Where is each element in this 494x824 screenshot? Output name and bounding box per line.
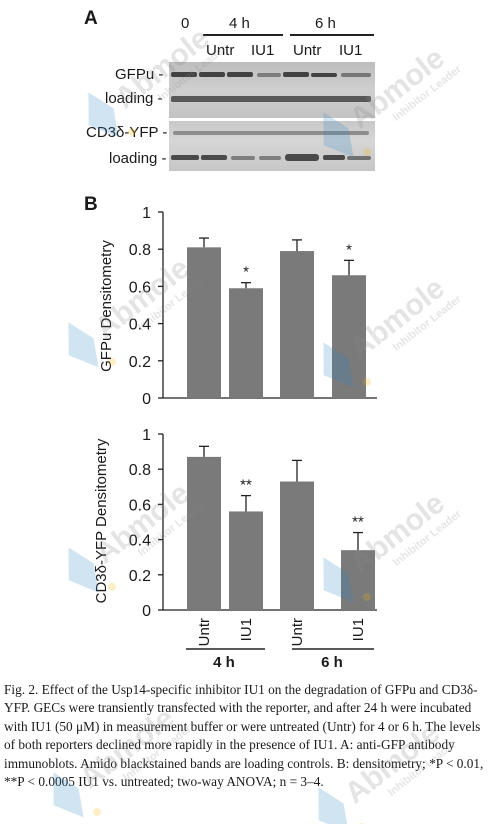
x-category-label: Untr: [196, 618, 213, 646]
watermark-dot-icon: [93, 807, 102, 816]
row-label-gfpu: GFPu -: [115, 66, 164, 83]
bar: [280, 481, 314, 610]
y-tick-label: 0.8: [129, 462, 151, 479]
group-label-4h: 4 h: [213, 654, 235, 671]
time-label-6h: 6 h: [315, 15, 336, 32]
time-label-0h: 0: [181, 15, 190, 32]
y-tick-label: 0.6: [129, 279, 151, 296]
y-tick-label: 0.8: [129, 242, 151, 259]
row-label-cd3-yfp: CD3δ-YFP -: [86, 124, 168, 141]
y-tick-label: 0: [142, 391, 151, 408]
gfpu-blot: [169, 62, 375, 118]
significance-marker: *: [243, 264, 249, 281]
y-tick-label: 0.2: [129, 568, 151, 585]
panel-b-charts: 00.20.40.60.81 ** GFPu Densitometry 00.2…: [93, 205, 377, 671]
cd3-blot: [169, 121, 375, 171]
y-tick-label: 0.4: [129, 533, 151, 550]
significance-marker: **: [240, 477, 252, 494]
x-category-label: IU1: [350, 618, 367, 641]
y-tick-label: 0.2: [129, 354, 151, 371]
group-label-6h: 6 h: [321, 654, 343, 671]
x-category-label: IU1: [238, 618, 255, 641]
panel-b-letter: B: [84, 194, 98, 215]
figure-caption: Fig. 2. Effect of the Usp14-specific inh…: [4, 682, 484, 790]
row-label-loading-2: loading -: [109, 150, 167, 167]
bar: [187, 247, 221, 398]
chart-cd3-ylabel: CD3δ-YFP Densitometry: [93, 438, 110, 603]
time-bracket-6h: [290, 34, 374, 36]
gfpu-blot-bands: [171, 72, 371, 102]
y-tick-label: 0.4: [129, 317, 151, 334]
bar: [229, 511, 263, 610]
cd3-blot-bands: [171, 131, 371, 161]
chart-cd3: 0 0.2 0.4 0.6 0.8 1 ** ** Untr IU1 Untr IU1 CD3δ-…: [93, 427, 377, 671]
lane-label-untr-4h: Untr: [206, 42, 235, 59]
time-label-4h: 4 h: [229, 15, 250, 32]
bar: [341, 550, 375, 610]
y-tick-label: 1: [142, 427, 151, 444]
y-tick-label: 0.6: [129, 497, 151, 514]
row-label-loading-1: loading -: [105, 90, 163, 107]
y-tick-label: 0: [142, 603, 151, 620]
significance-marker: *: [346, 241, 352, 258]
lane-label-untr-6h: Untr: [293, 42, 322, 59]
bar: [332, 275, 366, 398]
lane-label-iu1-4h: IU1: [251, 42, 275, 59]
bar: [280, 251, 314, 398]
bar: [187, 456, 221, 610]
y-tick-label: 1: [142, 205, 151, 222]
chart-gfpu-ylabel: GFPu Densitometry: [98, 240, 115, 372]
x-category-label: Untr: [289, 618, 306, 646]
chart-gfpu: 0 0.2 0.4 0.6 0.8 1 * * GFPu Densitometry: [98, 205, 377, 408]
significance-marker: **: [352, 514, 364, 531]
panel-a-letter: A: [84, 8, 98, 29]
time-bracket-4h: [203, 34, 283, 36]
bar: [229, 288, 263, 398]
lane-label-iu1-6h: IU1: [339, 42, 363, 59]
